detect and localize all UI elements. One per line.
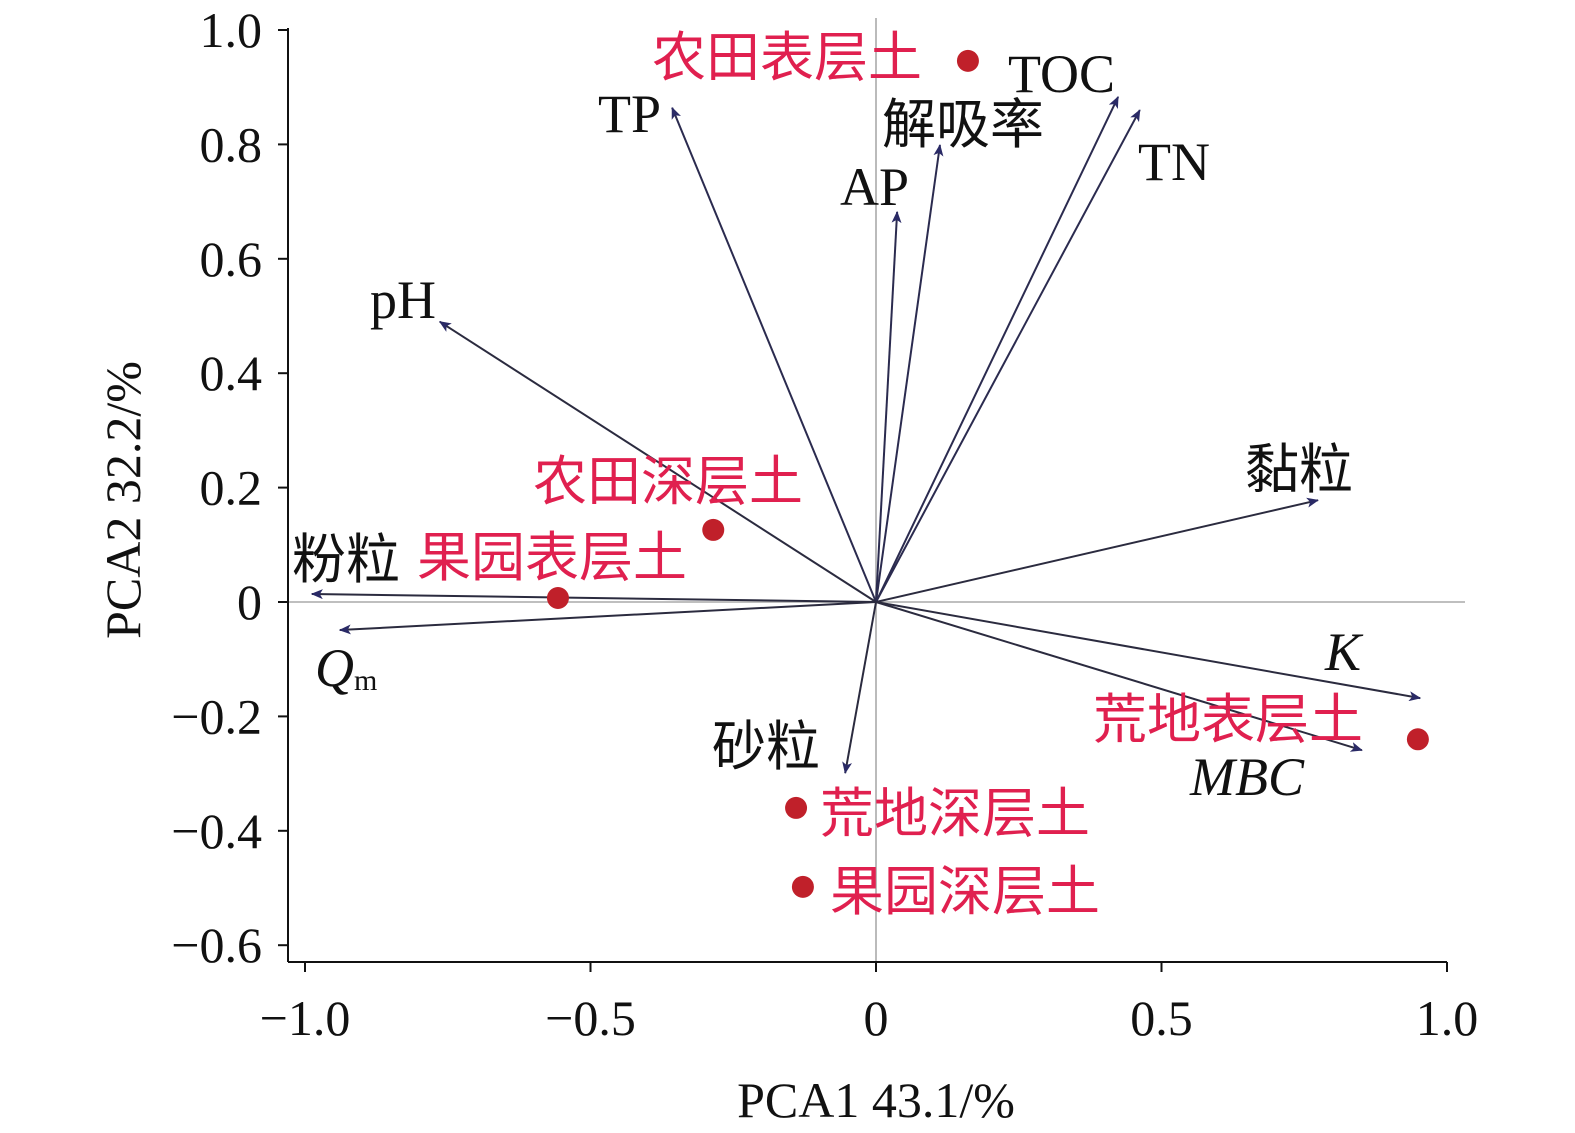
x-tick-label: 0.5: [1130, 990, 1193, 1046]
x-axis-label: PCA1 43.1/%: [737, 1072, 1015, 1128]
vector-arrow: [875, 96, 1120, 603]
x-tick-label: −0.5: [545, 990, 636, 1046]
vector-label: TOC: [1008, 44, 1115, 104]
vector-arrow: [875, 601, 1422, 702]
vector-arrow: [338, 601, 877, 635]
vector-label: K: [1324, 622, 1364, 682]
sample-label: 果园表层土: [417, 528, 687, 588]
vector-label: AP: [840, 157, 909, 217]
vector-label: 砂粒: [712, 717, 820, 777]
y-axis-label: PCA2 32.2/%: [95, 361, 151, 639]
vector-arrow: [438, 320, 877, 603]
sample-point: [956, 49, 979, 72]
vector-label: Qm: [315, 638, 377, 698]
vector-label: pH: [370, 270, 436, 330]
vector-arrow: [875, 601, 1363, 752]
y-tick-label: 1.0: [200, 2, 263, 58]
vector-arrow: [875, 210, 902, 603]
vector-arrow: [875, 109, 1141, 603]
sample-point: [546, 586, 569, 609]
vector-label: MBC: [1189, 747, 1305, 807]
x-tick-label: 1.0: [1416, 990, 1479, 1046]
vector-label: TP: [598, 84, 661, 144]
y-tick-label: 0.4: [200, 345, 263, 401]
vector-arrow: [875, 143, 944, 603]
y-tick-label: −0.6: [171, 917, 262, 973]
sample-point: [791, 875, 814, 898]
vector-label: 解吸率: [882, 95, 1044, 155]
sample-point: [702, 518, 725, 541]
y-tick-label: 0.8: [200, 116, 263, 172]
sample-label: 荒地深层土: [820, 784, 1090, 844]
vector-arrow: [842, 601, 877, 775]
sample-label: 农田深层土: [533, 452, 803, 512]
vector-label: TN: [1138, 132, 1210, 192]
axes: 1.0 0.8 0.6 0.4 0.2 0 −0.2 −0.4 −0.6 −1.0 −0.5 0 0.5…: [171, 2, 1478, 1046]
y-tick-label: −0.2: [171, 688, 262, 744]
sample-point: [1406, 728, 1429, 751]
sample-label: 荒地表层土: [1093, 690, 1363, 750]
vector-label-subscript: m: [354, 664, 377, 697]
sample-label: 农田表层土: [652, 28, 922, 88]
sample-label: 果园深层土: [830, 862, 1100, 922]
vector-label: 黏粒: [1245, 440, 1353, 500]
vector-arrow: [310, 589, 877, 603]
sample-point: [785, 796, 808, 819]
vector-arrow: [671, 106, 877, 603]
y-tick-label: −0.4: [171, 803, 262, 859]
y-tick-label: 0.6: [200, 231, 263, 287]
vector-label: 粉粒: [292, 530, 400, 590]
y-tick-label: 0: [237, 574, 262, 630]
vector-arrow: [875, 497, 1319, 603]
x-tick-label: 0: [864, 990, 889, 1046]
x-tick-label: −1.0: [260, 990, 351, 1046]
y-tick-label: 0.2: [200, 460, 263, 516]
